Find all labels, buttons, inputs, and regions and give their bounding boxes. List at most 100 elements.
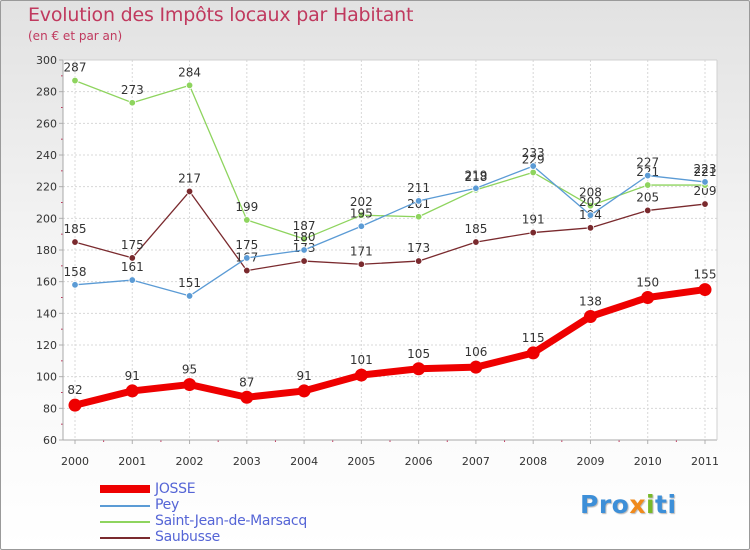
data-point-saubusse bbox=[586, 224, 595, 232]
data-label-josse: 138 bbox=[579, 295, 602, 309]
y-tick-label: 80 bbox=[43, 402, 57, 415]
data-point-josse bbox=[354, 368, 368, 382]
data-point-pey bbox=[529, 162, 537, 170]
data-point-pey bbox=[472, 184, 480, 192]
data-point-josse bbox=[641, 291, 655, 304]
series-line-saint-jean-de-marsacq bbox=[74, 79, 706, 240]
series-line-pey bbox=[74, 165, 706, 297]
data-point-pey bbox=[243, 254, 251, 262]
data-label-saint-jean-de-marsacq: 208 bbox=[579, 186, 602, 200]
y-tick-label: 160 bbox=[36, 276, 57, 289]
data-label-pey: 180 bbox=[293, 230, 316, 244]
legend-swatch-josse bbox=[100, 485, 150, 493]
data-label-saubusse: 171 bbox=[350, 244, 373, 258]
y-tick-label: 100 bbox=[36, 371, 57, 384]
legend-label-pey: Pey bbox=[155, 497, 179, 513]
data-label-josse: 115 bbox=[522, 331, 545, 345]
x-tick-label: 2007 bbox=[462, 455, 490, 468]
data-label-josse: 95 bbox=[182, 363, 197, 377]
data-point-saint-jean-de-marsacq bbox=[128, 99, 136, 107]
data-label-pey: 219 bbox=[464, 168, 487, 182]
data-point-saint-jean-de-marsacq bbox=[414, 213, 423, 221]
data-point-saubusse bbox=[300, 257, 308, 265]
data-point-saubusse bbox=[185, 187, 194, 196]
data-label-saint-jean-de-marsacq: 199 bbox=[235, 200, 258, 214]
chart-legend: JOSSE Pey Saint-Jean-de-Marsacq Saubusse bbox=[100, 481, 400, 546]
data-label-pey: 227 bbox=[636, 156, 659, 170]
x-tick-label: 2005 bbox=[347, 455, 375, 468]
chart-title: Evolution des Impôts locaux par Habitant bbox=[28, 4, 414, 26]
data-point-pey bbox=[414, 197, 423, 205]
y-tick-label: 260 bbox=[36, 117, 57, 130]
y-tick-label: 120 bbox=[36, 339, 57, 352]
data-point-saint-jean-de-marsacq bbox=[529, 168, 537, 177]
data-label-saint-jean-de-marsacq: 202 bbox=[350, 195, 373, 209]
data-point-pey bbox=[644, 171, 652, 180]
y-tick-label: 300 bbox=[36, 54, 57, 67]
x-tick-label: 2010 bbox=[634, 455, 662, 468]
data-point-pey bbox=[586, 211, 595, 219]
proxiti-logo: Proxiti bbox=[580, 490, 677, 519]
data-point-josse bbox=[526, 346, 540, 360]
data-point-josse bbox=[240, 390, 254, 404]
y-tick-label: 180 bbox=[36, 244, 57, 257]
data-point-pey bbox=[357, 222, 366, 230]
data-label-josse: 82 bbox=[67, 383, 82, 397]
data-point-josse bbox=[412, 362, 426, 376]
data-point-josse bbox=[297, 384, 311, 398]
data-point-saint-jean-de-marsacq bbox=[586, 201, 595, 210]
data-point-saubusse bbox=[243, 266, 251, 275]
data-label-josse: 105 bbox=[407, 347, 430, 361]
data-label-saint-jean-de-marsacq: 273 bbox=[121, 83, 144, 97]
data-label-pey: 158 bbox=[64, 265, 87, 279]
data-point-saubusse bbox=[128, 254, 136, 262]
data-point-saubusse bbox=[701, 200, 709, 208]
data-point-saint-jean-de-marsacq bbox=[243, 216, 251, 224]
data-point-saubusse bbox=[529, 228, 537, 237]
data-label-josse: 101 bbox=[350, 353, 373, 367]
data-label-saint-jean-de-marsacq: 187 bbox=[293, 219, 316, 233]
legend-swatch-saubusse bbox=[100, 537, 150, 539]
x-tick-label: 2001 bbox=[118, 455, 146, 468]
data-label-pey: 195 bbox=[350, 206, 373, 220]
y-tick-label: 200 bbox=[36, 212, 57, 225]
legend-item-pey: Pey bbox=[100, 497, 400, 514]
data-label-pey: 211 bbox=[407, 181, 430, 195]
data-label-saubusse: 173 bbox=[407, 241, 430, 255]
data-label-pey: 202 bbox=[579, 195, 602, 209]
series-line-josse bbox=[71, 286, 709, 409]
data-label-pey: 233 bbox=[522, 146, 545, 160]
y-tick-label: 220 bbox=[36, 181, 57, 194]
data-point-saint-jean-de-marsacq bbox=[644, 181, 652, 189]
data-point-josse bbox=[68, 398, 82, 412]
y-tick-label: 240 bbox=[36, 149, 57, 162]
data-label-saint-jean-de-marsacq: 218 bbox=[464, 170, 487, 184]
legend-swatch-pey bbox=[100, 505, 150, 507]
data-label-saubusse: 185 bbox=[64, 222, 87, 236]
y-tick-label: 60 bbox=[43, 434, 57, 447]
data-label-saint-jean-de-marsacq: 229 bbox=[522, 152, 545, 166]
data-label-josse: 87 bbox=[239, 375, 254, 389]
x-tick-label: 2004 bbox=[290, 455, 318, 468]
data-point-saint-jean-de-marsacq bbox=[71, 76, 79, 85]
data-label-saubusse: 175 bbox=[121, 238, 144, 252]
data-label-saubusse: 209 bbox=[694, 184, 717, 198]
data-point-saubusse bbox=[71, 238, 79, 246]
data-label-josse: 155 bbox=[694, 268, 717, 282]
data-label-saubusse: 217 bbox=[178, 171, 201, 185]
x-tick-label: 2000 bbox=[61, 455, 89, 468]
data-label-pey: 161 bbox=[121, 260, 144, 274]
legend-item-saint-jean-de-marsacq: Saint-Jean-de-Marsacq bbox=[100, 513, 400, 530]
legend-item-josse: JOSSE bbox=[100, 481, 400, 498]
data-label-saubusse: 185 bbox=[464, 222, 487, 236]
data-point-pey bbox=[701, 178, 709, 186]
data-point-pey bbox=[185, 292, 194, 300]
plot-area bbox=[63, 60, 717, 440]
series-line-saubusse bbox=[74, 190, 706, 272]
data-point-saubusse bbox=[414, 257, 423, 265]
x-tick-label: 2009 bbox=[576, 455, 604, 468]
data-label-saint-jean-de-marsacq: 284 bbox=[178, 65, 201, 79]
legend-label-josse: JOSSE bbox=[155, 481, 196, 497]
x-tick-label: 2008 bbox=[519, 455, 547, 468]
